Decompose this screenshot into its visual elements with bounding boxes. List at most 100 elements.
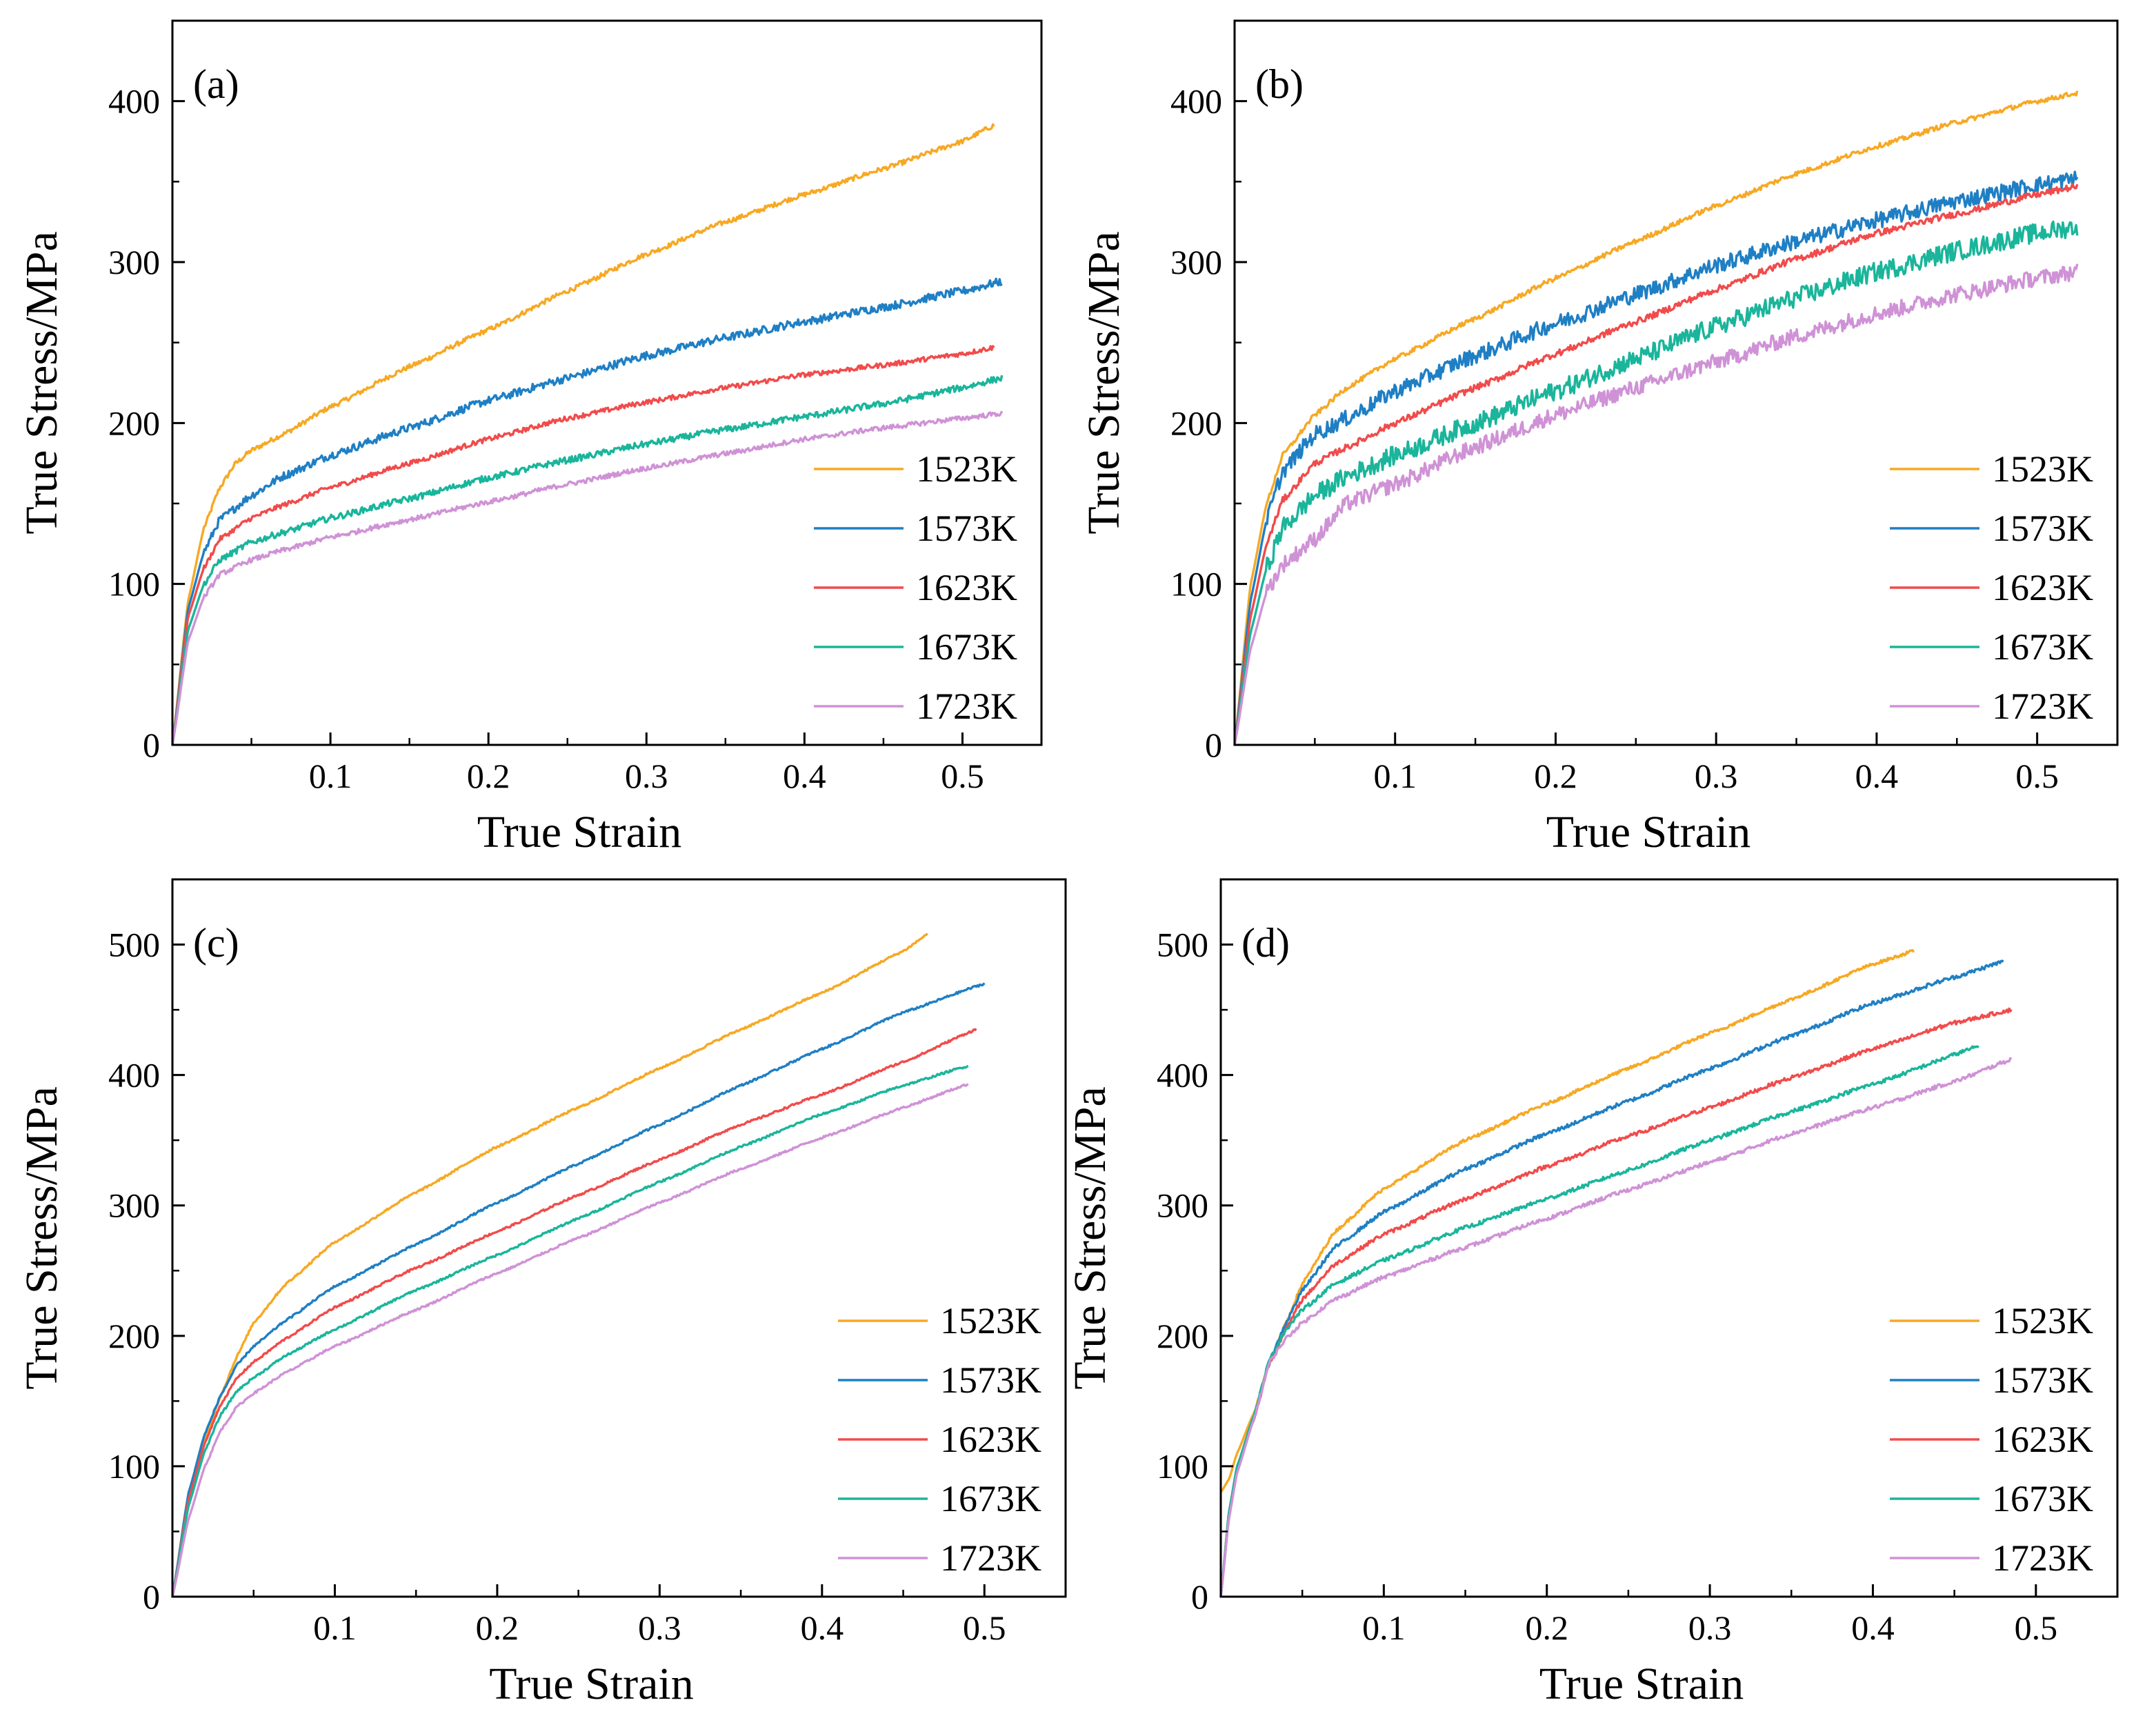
y-tick-label: 500 [108, 926, 160, 964]
y-tick-label: 200 [108, 403, 160, 442]
legend-label-1723k: 1723K [916, 686, 1017, 727]
legend-label-1573k: 1573K [1992, 508, 2093, 549]
series-line-1523k-c [171, 932, 928, 1597]
series-line-1723k-a [171, 410, 1004, 746]
legend-label-1523k: 1523K [940, 1300, 1041, 1341]
y-tick-label: 300 [1170, 243, 1222, 281]
series-line-1573k-c [171, 982, 986, 1597]
legend-label-1623k: 1623K [1992, 1419, 2093, 1460]
legend-label-1573k: 1573K [940, 1359, 1041, 1401]
y-tick-label: 200 [108, 1317, 160, 1355]
x-tick-label: 0.2 [467, 757, 510, 795]
legend-label-1723k: 1723K [1992, 686, 2093, 727]
y-axis-title: True Stress/MPa [17, 1086, 67, 1389]
chart-panel-a: 0.1 0.2 0.3 0.4 0.5 0 100 200 300 400 True Strain T… [17, 19, 1043, 857]
series-line-1573k-a [171, 277, 1003, 746]
series-line-1673k-c [171, 1064, 969, 1597]
x-axis-title: True Strain [1539, 1659, 1744, 1709]
series-line-1623k-d [1219, 1007, 2013, 1597]
series-line-1573k-b [1233, 170, 2079, 746]
y-tick-label: 400 [108, 82, 160, 121]
y-tick-label: 500 [1157, 926, 1208, 964]
y-tick-label: 100 [108, 1447, 160, 1486]
y-axis-title: True Stress/MPa [17, 231, 67, 534]
panel-label: (b) [1255, 61, 1304, 107]
legend: 1523K 1573K 1623K 1673K 1723K [1890, 1300, 2093, 1579]
x-tick-label: 0.3 [638, 1608, 681, 1647]
legend-label-1723k: 1723K [1992, 1537, 2093, 1579]
x-tick-label: 0.1 [1362, 1608, 1406, 1647]
y-tick-label: 100 [108, 565, 160, 603]
x-tick-label: 0.5 [963, 1608, 1006, 1647]
legend-label-1723k: 1723K [940, 1537, 1041, 1579]
chart-panel-d: 0.1 0.2 0.3 0.4 0.5 0 100 200 300 400 500 True Stra… [1065, 878, 2119, 1709]
x-axis-title: True Strain [1546, 807, 1750, 857]
series-line-1673k-d [1219, 1045, 1979, 1597]
x-tick-label: 0.3 [1695, 757, 1738, 795]
legend-label-1673k: 1673K [940, 1478, 1041, 1519]
x-tick-label: 0.1 [1373, 757, 1417, 795]
legend-label-1523k: 1523K [1992, 448, 2093, 490]
chart-panel-b: 0.1 0.2 0.3 0.4 0.5 0 100 200 300 400 True Strain T… [1079, 19, 2119, 857]
series-line-1523k-d [1219, 949, 1915, 1493]
y-tick-label: 200 [1170, 403, 1222, 442]
panel-label: (a) [193, 61, 239, 107]
y-tick-label: 400 [108, 1056, 160, 1095]
legend-label-1623k: 1623K [916, 567, 1017, 608]
legend-label-1673k: 1673K [1992, 1478, 2093, 1519]
series-line-1623k-c [171, 1028, 977, 1597]
legend-label-1623k: 1623K [940, 1419, 1041, 1460]
legend-label-1623k: 1623K [1992, 567, 2093, 608]
x-axis-title: True Strain [489, 1659, 693, 1709]
x-tick-label: 0.5 [941, 757, 984, 795]
x-tick-label: 0.4 [1851, 1608, 1895, 1647]
panel-label: (c) [193, 920, 239, 966]
plot-frame [1219, 878, 2119, 1598]
series-line-1623k-a [171, 345, 995, 746]
y-tick-label: 100 [1157, 1447, 1208, 1486]
y-tick-label: 0 [143, 726, 160, 764]
y-tick-label: 0 [1205, 726, 1222, 764]
x-tick-label: 0.4 [1855, 757, 1899, 795]
legend: 1523K 1573K 1623K 1673K 1723K [814, 448, 1017, 727]
plot-frame [171, 878, 1067, 1598]
x-tick-label: 0.4 [783, 757, 826, 795]
series-line-1523k-b [1233, 90, 2079, 746]
legend: 1523K 1573K 1623K 1673K 1723K [1890, 448, 2093, 727]
legend-label-1673k: 1673K [916, 626, 1017, 668]
plot-frame [1233, 19, 2119, 746]
series-line-1673k-a [171, 375, 1004, 746]
x-tick-label: 0.2 [476, 1608, 519, 1647]
series-line-1723k-b [1233, 263, 2079, 746]
y-axis-title: True Stress/MPa [1065, 1086, 1115, 1389]
panel-label: (d) [1241, 920, 1290, 966]
y-tick-label: 200 [1157, 1317, 1208, 1355]
x-tick-label: 0.4 [801, 1608, 844, 1647]
y-tick-label: 300 [108, 243, 160, 281]
plot-frame [171, 19, 1043, 746]
series-line-1723k-c [171, 1083, 969, 1597]
x-tick-label: 0.5 [2015, 757, 2059, 795]
x-tick-label: 0.3 [625, 757, 668, 795]
series-line-1523k-a [171, 123, 995, 746]
x-tick-label: 0.2 [1534, 757, 1577, 795]
legend: 1523K 1573K 1623K 1673K 1723K [838, 1300, 1041, 1579]
legend-label-1573k: 1573K [916, 508, 1017, 549]
y-tick-label: 100 [1170, 565, 1222, 603]
legend-label-1673k: 1673K [1992, 626, 2093, 668]
series-line-1573k-d [1219, 959, 2004, 1597]
x-tick-label: 0.3 [1688, 1608, 1732, 1647]
y-tick-label: 300 [1157, 1186, 1208, 1225]
x-axis-title: True Strain [477, 807, 681, 857]
legend-label-1523k: 1523K [1992, 1300, 2093, 1341]
chart-panel-c: 0.1 0.2 0.3 0.4 0.5 0 100 200 300 400 500 True Stra… [17, 878, 1067, 1709]
x-tick-label: 0.2 [1525, 1608, 1568, 1647]
legend-label-1523k: 1523K [916, 448, 1017, 490]
legend-label-1573k: 1573K [1992, 1359, 2093, 1401]
y-tick-label: 300 [108, 1186, 160, 1225]
x-tick-label: 0.1 [313, 1608, 357, 1647]
y-tick-label: 400 [1157, 1056, 1208, 1095]
y-tick-label: 400 [1170, 82, 1222, 121]
y-tick-label: 0 [143, 1577, 160, 1616]
